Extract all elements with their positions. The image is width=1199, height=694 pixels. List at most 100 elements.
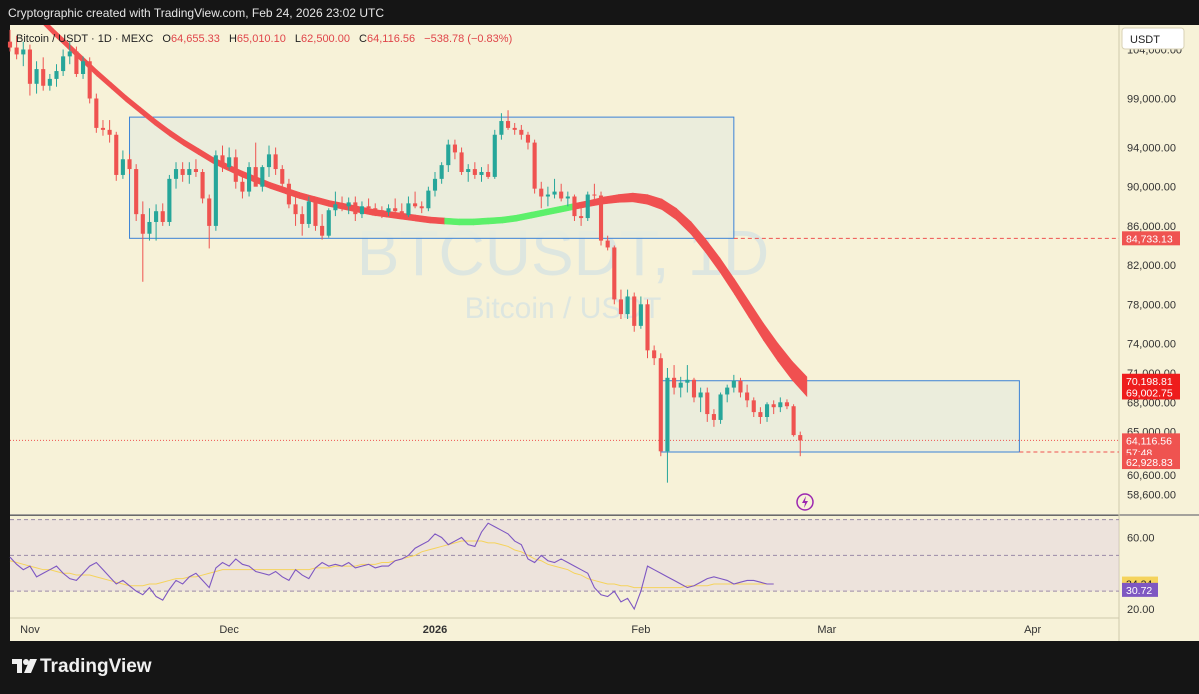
rsi-tag-label: 30.72 [1126,585,1152,597]
tradingview-logo-icon [12,659,37,673]
price-tag-label: 62,928.83 [1126,457,1173,469]
candle-body [386,208,391,213]
price-axis[interactable] [1119,25,1199,641]
candle-body [286,183,291,205]
candle-body [426,190,431,209]
candles[interactable] [7,29,803,483]
candle-body [758,412,763,417]
candle-body [353,202,358,215]
candle-body [565,196,570,199]
candle-body [27,49,32,84]
candle-body [778,402,783,408]
candle-body [280,169,285,184]
rsi-pane-background[interactable] [10,516,1119,618]
currency-button[interactable] [1121,27,1185,50]
ma-segment [458,218,474,226]
candle-body [784,402,790,407]
lightning-icon[interactable] [796,493,814,511]
candle-body [47,78,52,86]
candle-body [486,172,491,177]
time-tick-label: Mar [817,624,836,636]
candle-body [711,414,716,420]
candle-body [260,167,265,187]
candle-body [200,172,205,199]
candle-body [173,169,179,179]
candle-body [618,299,624,315]
ohlc-high: 65,010.10 [237,33,286,45]
candle-body [625,296,630,315]
candle-body [220,155,225,168]
candle-body [94,98,99,128]
price-tag-box [1122,455,1180,470]
candle-body [705,392,710,415]
candle-body [147,221,152,234]
candle-body [87,61,92,99]
price-tick-label: 68,000.00 [1127,397,1176,409]
candle-body [140,214,145,234]
candle-body [532,142,537,189]
candle-body [718,394,723,420]
candle-body [293,204,298,215]
top-bar: Cryptographic created with TradingView.c… [0,0,1199,25]
candle-body [366,206,371,209]
candle-body [54,71,59,79]
chart-svg[interactable]: BTCUSDT, 1D Bitcoin / USDT 104,000.0099,… [0,25,1199,641]
candle-body [605,240,610,248]
candle-body [572,196,577,217]
ohlc-low: 62,500.00 [301,33,350,45]
rsi-series-line [9,540,774,589]
candle-body [7,41,13,48]
candle-body [247,167,252,192]
currency-label[interactable]: USDT [1130,34,1160,46]
candle-body [446,144,451,166]
candle-body [559,191,564,199]
ma-segment [444,217,460,226]
time-tick-label: 2026 [423,624,447,636]
price-tick-label: 78,000.00 [1127,299,1176,311]
candle-body [539,188,544,197]
candle-body [764,404,770,417]
candle-body [665,377,670,452]
candle-body [652,350,657,359]
candle-body [645,304,650,351]
candle-body [306,201,311,224]
price-tick-label: 99,000.00 [1127,94,1176,106]
candle-body [266,154,272,168]
time-axis[interactable] [10,618,1119,641]
candle-body [738,380,743,393]
candle-body [492,134,497,177]
candle-body [333,204,338,211]
candle-body [406,203,411,216]
candle-body [432,178,438,191]
price-tag-label: 64,116.56 [1126,435,1172,447]
candle-body [21,49,26,55]
candle-body [691,379,697,398]
symbol-line: Bitcoin / USDT · 1D · MEXC [16,33,153,45]
candle-body [598,195,604,241]
candle-body [592,194,597,196]
candle-body [379,210,384,213]
candle-body [638,304,643,326]
candle-body [731,380,736,388]
price-tick-label: 86,000.00 [1127,221,1176,233]
price-tick-label: 74,000.00 [1127,339,1176,351]
candle-body [579,216,584,219]
candle-body [505,121,511,128]
time-tick-label: Feb [631,624,650,636]
candle-body [120,159,125,175]
ma-segment [429,216,445,225]
candle-body [499,121,504,135]
candle-body [273,154,278,170]
time-tick-label: Nov [20,624,40,636]
tradingview-brand: TradingView [40,656,152,677]
price-tag-label: 84,733.13 [1126,233,1173,245]
candle-body [459,152,464,172]
candle-body [472,169,477,175]
time-tick-label: Apr [1024,624,1041,636]
candle-body [34,69,39,84]
candle-body [326,210,331,236]
candle-body [227,157,232,168]
candle-body [725,387,730,395]
ohlc-close: 64,116.56 [367,33,415,45]
candle-body [240,181,245,192]
